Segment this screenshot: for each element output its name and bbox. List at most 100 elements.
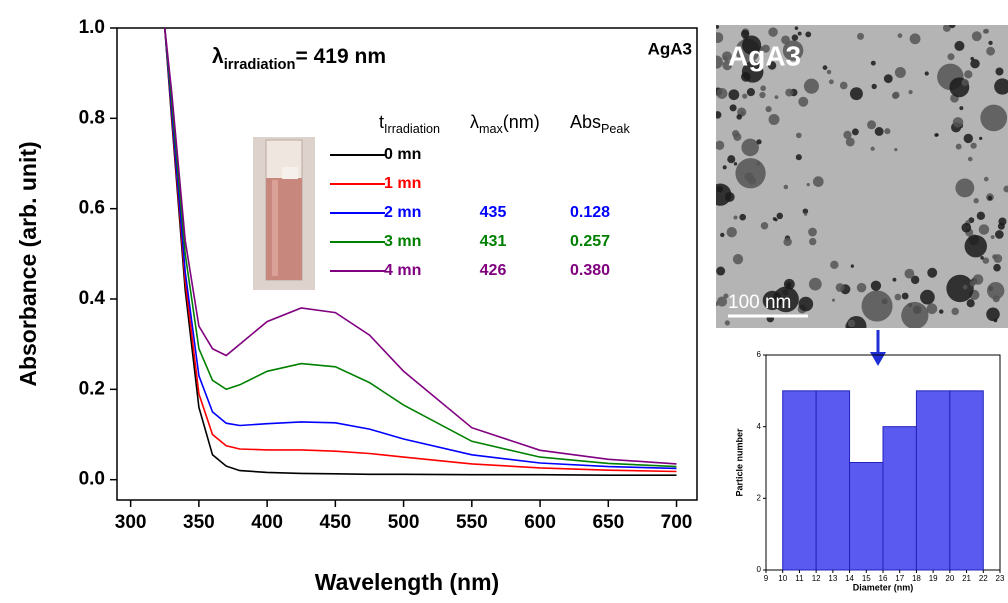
- particle: [725, 320, 730, 325]
- abs-peak: 0.380: [570, 262, 610, 279]
- particle: [813, 176, 824, 187]
- particle: [871, 61, 876, 66]
- x-tick-label: 350: [183, 512, 215, 533]
- particle: [850, 87, 863, 100]
- bar: [816, 391, 849, 570]
- x-axis-title: Wavelength (nm): [315, 569, 499, 595]
- particle: [939, 309, 943, 313]
- x-tick-label: 650: [592, 512, 624, 533]
- particle: [986, 308, 1000, 322]
- particle: [857, 33, 864, 40]
- bar: [883, 427, 916, 570]
- particle: [717, 88, 728, 99]
- particle: [741, 111, 745, 115]
- x-tick-label: 550: [456, 512, 488, 533]
- particle: [765, 106, 771, 112]
- particle: [973, 274, 984, 285]
- particle: [968, 157, 973, 162]
- particle: [723, 165, 727, 169]
- particle: [977, 212, 985, 220]
- particle: [832, 299, 835, 302]
- particle: [796, 133, 802, 139]
- particle: [799, 297, 814, 312]
- particle: [979, 137, 982, 140]
- particle: [862, 290, 893, 321]
- curve: [165, 28, 677, 475]
- particle: [741, 72, 751, 82]
- particle: [829, 79, 834, 84]
- particle: [741, 30, 749, 38]
- particle: [949, 22, 955, 28]
- particle: [830, 261, 838, 269]
- particle: [953, 117, 964, 128]
- particle: [710, 55, 723, 68]
- particle: [955, 179, 974, 198]
- particle: [848, 320, 855, 327]
- y-tick-label: 0.6: [79, 198, 105, 219]
- particle: [984, 29, 989, 34]
- particle: [712, 32, 723, 43]
- particle: [756, 139, 761, 144]
- particle: [993, 264, 1001, 272]
- particle: [798, 97, 808, 107]
- particle: [988, 41, 992, 45]
- x-tick-label: 19: [929, 574, 938, 583]
- particle: [804, 213, 807, 216]
- x-tick-label: 700: [661, 512, 693, 533]
- y-axis-title: Particle number: [734, 428, 744, 497]
- y-tick-label: 0.0: [79, 469, 105, 490]
- legend-label: 1 mn: [384, 175, 421, 192]
- particle: [995, 67, 1003, 75]
- table-header: tIrradiation: [379, 112, 440, 137]
- particle: [776, 213, 783, 220]
- particle: [742, 94, 747, 99]
- table-header: λmax(nm): [470, 112, 540, 137]
- particle: [970, 143, 976, 149]
- particle: [732, 130, 739, 137]
- particle: [961, 79, 968, 86]
- x-tick-label: 11: [795, 574, 804, 583]
- particle: [840, 82, 848, 90]
- particle: [910, 33, 921, 44]
- particle: [946, 275, 973, 302]
- table-header-sub: Peak: [601, 122, 630, 136]
- y-tick-label: 0.4: [79, 288, 106, 309]
- particle: [808, 228, 817, 237]
- particle: [872, 84, 877, 89]
- x-tick-label: 450: [320, 512, 352, 533]
- particle: [875, 127, 884, 136]
- particle: [761, 222, 768, 229]
- y-tick-label: 4: [757, 422, 762, 431]
- particle: [994, 254, 1003, 263]
- particle: [980, 105, 1007, 132]
- particle: [728, 89, 739, 100]
- particle: [759, 92, 765, 98]
- particle: [947, 53, 954, 60]
- abs-peak: 0.128: [570, 204, 610, 221]
- x-tick-label: 10: [778, 574, 787, 583]
- particle: [963, 285, 968, 290]
- particle: [964, 134, 973, 143]
- legend-label: 2 mn: [384, 204, 421, 221]
- particle: [727, 155, 735, 163]
- particle: [796, 154, 802, 160]
- particle: [909, 90, 913, 94]
- particle: [809, 238, 816, 245]
- particle: [745, 172, 754, 181]
- y-tick-label: 0.2: [79, 378, 105, 399]
- x-tick-label: 400: [251, 512, 283, 533]
- particle: [974, 198, 979, 203]
- particle: [972, 31, 982, 41]
- abs-peak: 0.257: [570, 233, 610, 250]
- page: AgA3 100 nm 0.00.20.40.60.81.03003504004…: [0, 0, 1008, 603]
- particle: [739, 214, 746, 221]
- y-axis-title: Absorbance (arb. unit): [15, 141, 41, 386]
- particle: [993, 295, 1000, 302]
- tem-label: AgA3: [728, 40, 801, 71]
- particle: [823, 65, 828, 70]
- y-tick-label: 0: [757, 565, 762, 574]
- particle: [768, 27, 777, 36]
- table-header: AbsPeak: [570, 112, 630, 137]
- y-tick-label: 0.8: [79, 107, 105, 128]
- particle: [784, 279, 795, 290]
